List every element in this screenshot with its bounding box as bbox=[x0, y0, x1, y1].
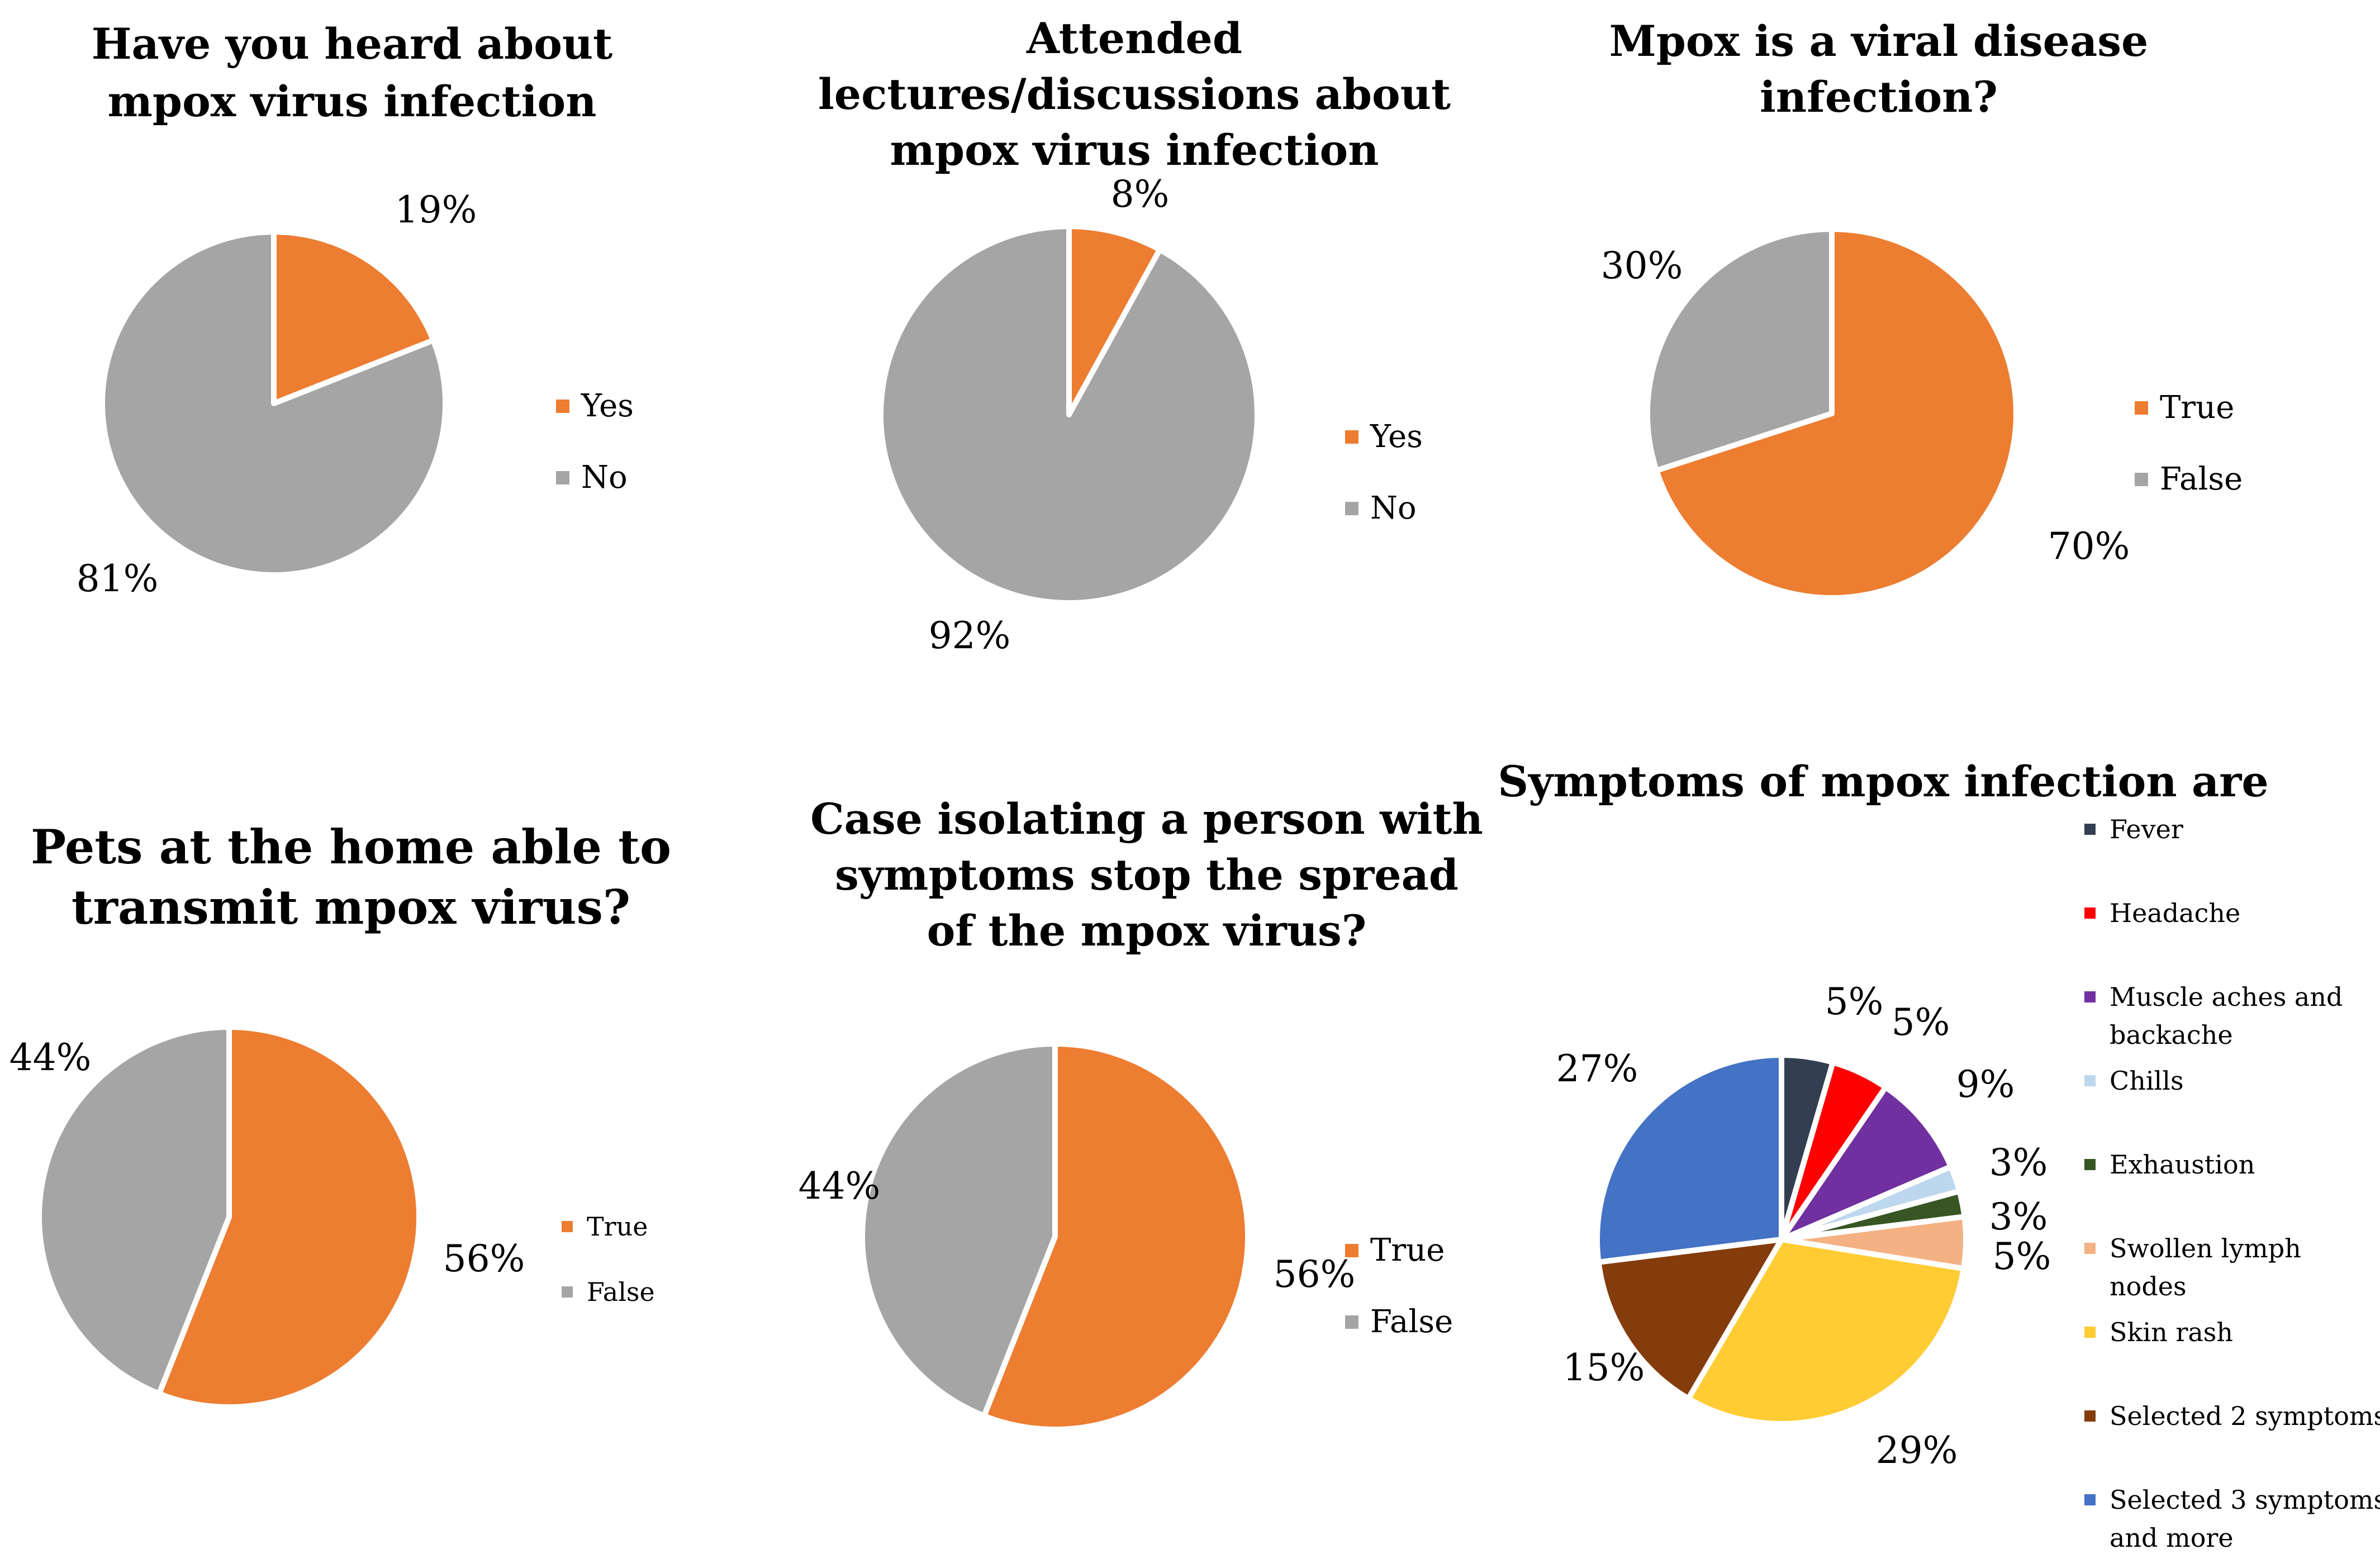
legend-label: nodes bbox=[2110, 1271, 2187, 1301]
data-label: 81% bbox=[77, 557, 159, 600]
pie-slice bbox=[878, 224, 1260, 606]
data-label: 44% bbox=[9, 1036, 92, 1079]
data-label: 5% bbox=[1892, 1001, 1950, 1044]
legend-swatch bbox=[1345, 1315, 1358, 1329]
pie-chart-5: Case isolating a person with symptoms sto… bbox=[799, 794, 1483, 1432]
legend-swatch bbox=[2084, 1327, 2096, 1338]
data-label: 92% bbox=[929, 614, 1011, 657]
pie-slice bbox=[1779, 1084, 1954, 1242]
chart-title: symptoms stop the spread bbox=[835, 850, 1459, 900]
legend-label: Yes bbox=[581, 388, 634, 424]
legend-swatch bbox=[2084, 907, 2096, 919]
legend-swatch bbox=[562, 1221, 573, 1232]
chart-title: Have you heard about bbox=[92, 19, 613, 69]
pie-slice bbox=[36, 1024, 232, 1397]
data-label: 8% bbox=[1111, 173, 1170, 216]
data-label: 5% bbox=[1993, 1235, 2051, 1278]
data-label: 27% bbox=[1556, 1047, 1638, 1090]
legend-label: True bbox=[587, 1211, 648, 1242]
legend-swatch bbox=[2084, 991, 2096, 1002]
legend-label: False bbox=[587, 1277, 655, 1307]
data-label: 3% bbox=[1989, 1141, 2048, 1184]
chart-title: infection? bbox=[1760, 72, 1998, 122]
chart-title: Pets at the home able to bbox=[31, 819, 671, 875]
chart-title: Attended bbox=[1026, 13, 1242, 63]
legend-label: Headache bbox=[2110, 898, 2240, 928]
chart-title: lectures/discussions about bbox=[818, 69, 1451, 119]
data-label: 44% bbox=[799, 1165, 881, 1208]
pie-chart-3: Mpox is a viral disease infection? 70% 30% T… bbox=[1601, 16, 2243, 601]
pie-slice bbox=[981, 1041, 1251, 1432]
legend-label: False bbox=[2160, 461, 2243, 497]
legend-label: Skin rash bbox=[2110, 1317, 2233, 1347]
data-label: 5% bbox=[1825, 980, 1884, 1023]
legend-swatch bbox=[2084, 1494, 2096, 1505]
legend-label: Selected 2 symptoms bbox=[2110, 1401, 2380, 1431]
pie-chart-2: Attended lectures/discussions about mpox v… bbox=[818, 13, 1451, 657]
legend-label: Fever bbox=[2110, 814, 2183, 844]
pie-slice bbox=[156, 1024, 422, 1410]
legend-swatch bbox=[556, 400, 569, 413]
legend-swatch bbox=[2135, 473, 2148, 486]
pie-slice bbox=[271, 229, 436, 406]
legend-label: True bbox=[2160, 389, 2234, 426]
data-label: 19% bbox=[395, 188, 477, 231]
legend-swatch bbox=[562, 1286, 573, 1298]
data-label: 3% bbox=[1989, 1195, 2048, 1238]
pie-slice bbox=[1595, 1237, 1784, 1401]
legend-label: True bbox=[1370, 1232, 1445, 1268]
chart-title: mpox virus infection bbox=[890, 125, 1379, 175]
pie-slice bbox=[1644, 226, 1835, 473]
legend-label: Yes bbox=[1370, 419, 1423, 455]
pie-slice bbox=[859, 1041, 1058, 1419]
chart-title: mpox virus infection bbox=[108, 77, 597, 126]
legend-label: False bbox=[1370, 1304, 1453, 1340]
legend-swatch bbox=[2084, 824, 2096, 835]
legend-swatch bbox=[2084, 1243, 2096, 1254]
chart-title: Symptoms of mpox infection are bbox=[1498, 757, 2268, 806]
data-label: 70% bbox=[2048, 525, 2130, 568]
data-label: 56% bbox=[443, 1237, 525, 1280]
pie-slice bbox=[1594, 1052, 1784, 1265]
legend-swatch bbox=[556, 471, 569, 484]
chart-title: transmit mpox virus? bbox=[72, 880, 630, 935]
chart-title: Case isolating a person with bbox=[810, 794, 1483, 844]
chart-title: Mpox is a viral disease bbox=[1609, 16, 2149, 66]
data-label: 30% bbox=[1601, 244, 1683, 287]
legend-label: Exhaustion bbox=[2110, 1149, 2255, 1180]
legend-swatch bbox=[2084, 1410, 2096, 1422]
data-label: 29% bbox=[1876, 1429, 1958, 1472]
legend-label: Selected 3 symptoms bbox=[2110, 1485, 2380, 1515]
legend-swatch bbox=[1345, 1244, 1358, 1257]
data-label: 9% bbox=[1956, 1063, 2015, 1106]
legend-label: No bbox=[1370, 490, 1417, 526]
legend-swatch bbox=[1345, 502, 1358, 515]
pie-slice bbox=[99, 229, 448, 578]
pie-slice bbox=[1654, 226, 2019, 601]
legend-swatch bbox=[1345, 430, 1358, 444]
pie-chart-1: Have you heard about mpox virus infection… bbox=[77, 19, 634, 600]
data-label: 15% bbox=[1563, 1346, 1645, 1389]
legend-label: Chills bbox=[2110, 1066, 2184, 1096]
legend-label: backache bbox=[2110, 1020, 2233, 1050]
chart-title: of the mpox virus? bbox=[927, 906, 1367, 956]
legend-swatch bbox=[2135, 401, 2148, 415]
legend-label: and more bbox=[2110, 1523, 2234, 1553]
legend-label: Swollen lymph bbox=[2110, 1233, 2301, 1263]
legend-label: No bbox=[581, 459, 628, 496]
legend-swatch bbox=[2084, 1075, 2096, 1086]
pie-slice bbox=[1066, 224, 1163, 417]
data-label: 56% bbox=[1274, 1253, 1356, 1296]
legend-label: Muscle aches and bbox=[2110, 982, 2343, 1012]
legend-swatch bbox=[2084, 1159, 2096, 1170]
